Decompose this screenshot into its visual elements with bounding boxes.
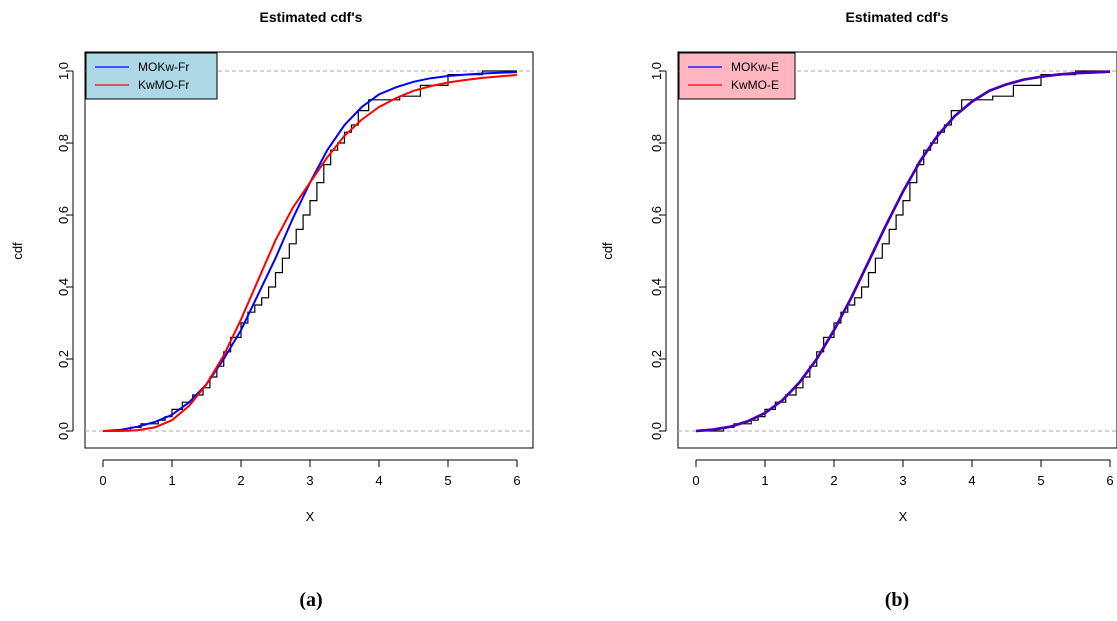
x-tick-label: 2 [237, 473, 244, 488]
legend-label-kwmo-fr: KwMO-Fr [138, 78, 189, 92]
x-tick-label: 0 [692, 473, 699, 488]
y-tick-label: 0.0 [56, 422, 71, 440]
legend-box [85, 52, 218, 100]
y-axis-label: cdf [600, 242, 615, 260]
y-axis: 0.0 0.2 0.4 0.6 0.8 1.0 [56, 62, 74, 440]
x-tick-label: 3 [899, 473, 906, 488]
legend-box [678, 52, 796, 100]
chart-panel-b: Estimated cdf's 0 1 2 3 4 5 6 X 0.0 0.2 0.4 0.6 0.8 1.… [600, 9, 1117, 611]
y-tick-label: 0.0 [649, 422, 664, 440]
chart-title: Estimated cdf's [260, 9, 363, 25]
y-tick-label: 0.6 [649, 206, 664, 224]
y-tick-label: 0.2 [649, 350, 664, 368]
x-tick-label: 6 [1106, 473, 1113, 488]
x-axis: 0 1 2 3 4 5 6 [692, 459, 1114, 488]
legend-label-kwmo-e: KwMO-E [731, 78, 779, 92]
x-tick-label: 4 [375, 473, 382, 488]
legend-label-mokw-fr: MOKw-Fr [138, 60, 189, 74]
series-line-kwmo-e [695, 70, 1111, 433]
x-tick-label: 1 [168, 473, 175, 488]
y-tick-label: 0.6 [56, 206, 71, 224]
series-line-kwmo-fr [103, 73, 518, 432]
series-line-mokw-fr [102, 71, 518, 432]
x-tick-label: 6 [513, 473, 520, 488]
legend: MOKw-E KwMO-E [678, 52, 796, 100]
empirical-cdf-step-line [696, 70, 1110, 432]
y-tick-label: 0.8 [56, 134, 71, 152]
legend: MOKw-Fr KwMO-Fr [85, 52, 218, 100]
x-axis-label: X [899, 509, 908, 524]
y-axis-label: cdf [10, 242, 25, 260]
chart-panel-a: Estimated cdf's 0 1 2 3 4 5 6 X 0.0 0.2 0.4 0.6 0.8 1.… [10, 9, 534, 611]
x-axis-label: X [306, 509, 315, 524]
empirical-cdf-step-line [103, 70, 517, 432]
legend-label-mokw-e: MOKw-E [731, 60, 779, 74]
chart-title: Estimated cdf's [846, 9, 949, 25]
x-tick-label: 2 [830, 473, 837, 488]
x-tick-label: 0 [99, 473, 106, 488]
y-tick-label: 1.0 [649, 62, 664, 80]
series-line-mokw-e [695, 70, 1111, 433]
y-tick-label: 1.0 [56, 62, 71, 80]
y-tick-label: 0.8 [649, 134, 664, 152]
panel-caption: (b) [885, 589, 909, 611]
plot-frame [677, 51, 1117, 449]
panel-caption: (a) [299, 589, 322, 611]
x-tick-label: 5 [1037, 473, 1044, 488]
plot-frame [84, 51, 534, 449]
x-tick-label: 4 [968, 473, 975, 488]
x-tick-label: 1 [761, 473, 768, 488]
y-tick-label: 0.2 [56, 350, 71, 368]
x-tick-label: 5 [444, 473, 451, 488]
x-axis: 0 1 2 3 4 5 6 [99, 459, 521, 488]
y-tick-label: 0.4 [56, 278, 71, 296]
x-tick-label: 3 [306, 473, 313, 488]
y-tick-label: 0.4 [649, 278, 664, 296]
y-axis: 0.0 0.2 0.4 0.6 0.8 1.0 [649, 62, 667, 440]
